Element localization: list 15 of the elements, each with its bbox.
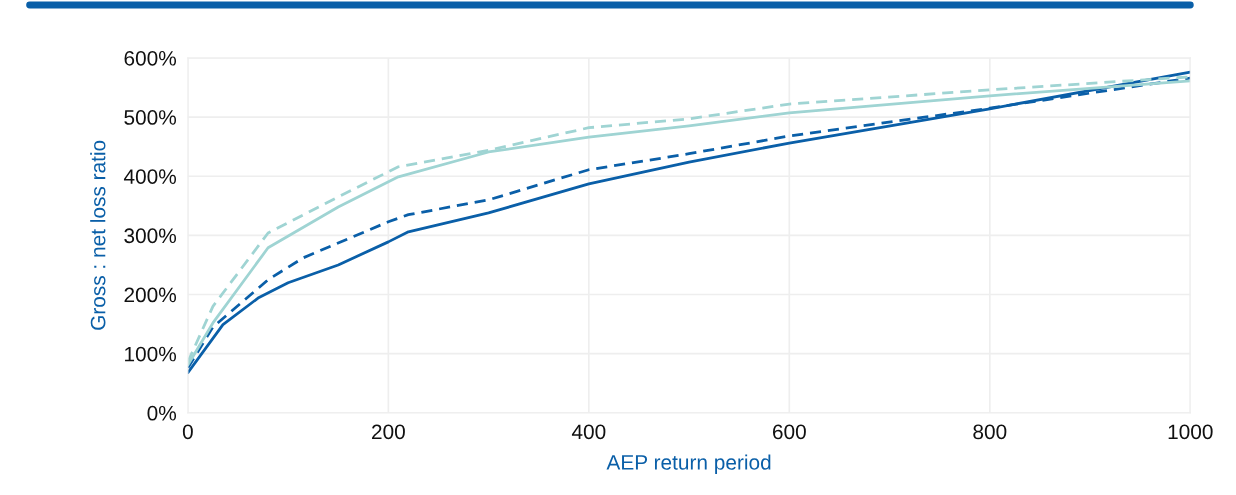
y-tick-label: 200% bbox=[124, 287, 177, 303]
y-tick-label: 100% bbox=[125, 346, 177, 362]
y-tick-label: 600% bbox=[124, 50, 177, 66]
y-axis-title: Gross : net loss ratio bbox=[90, 140, 106, 330]
y-tick-label: 300% bbox=[124, 228, 177, 244]
x-tick-label: 400 bbox=[571, 424, 606, 440]
y-tick-label: 0% bbox=[147, 405, 177, 421]
y-tick-label: 400% bbox=[123, 169, 177, 184]
x-tick-label: 600 bbox=[772, 424, 806, 440]
y-tick-label: 500% bbox=[124, 110, 177, 125]
x-tick-label: 800 bbox=[973, 424, 1007, 440]
x-tick-label: 0 bbox=[182, 424, 193, 440]
x-tick-label: 1000 bbox=[1168, 424, 1213, 440]
x-tick-label: 200 bbox=[372, 424, 405, 440]
x-axis-title: AEP return period bbox=[606, 454, 771, 474]
